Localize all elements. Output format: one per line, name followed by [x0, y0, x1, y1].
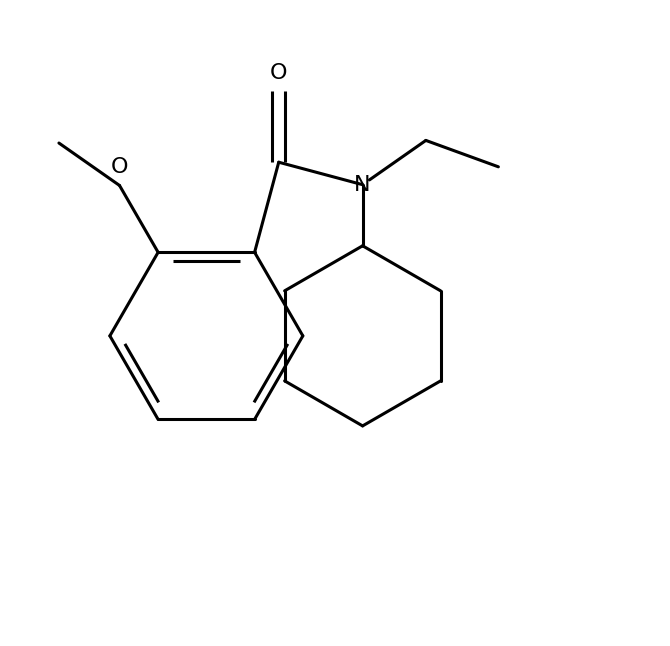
Text: O: O: [111, 158, 128, 178]
Text: O: O: [270, 63, 287, 83]
Text: N: N: [354, 174, 371, 194]
